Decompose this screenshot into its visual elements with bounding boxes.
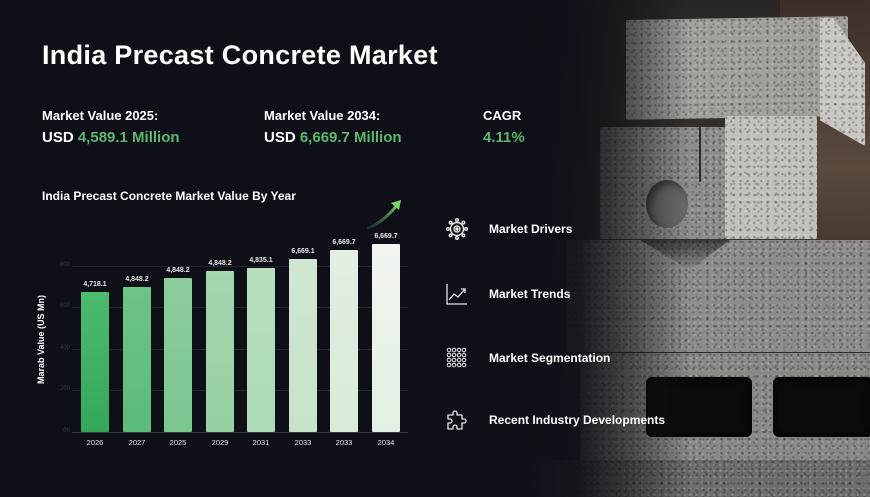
stat-value: 4,589.1 Million (77, 129, 180, 146)
y-axis-label: Marab Value (US Mn) (36, 294, 46, 384)
bar-value-label: 4,848.2 (208, 260, 232, 267)
stat-value: 6,669.7 Million (299, 129, 402, 146)
stat-prefix: USD (264, 129, 296, 146)
concrete-blocks-photo (520, 0, 870, 497)
menu-item-market-segmentation[interactable]: Market Segmentation (444, 345, 610, 371)
trend-arrow-icon (366, 200, 401, 230)
bar-value-label: 6,669.1 (291, 248, 315, 255)
x-tick-label: 2034 (377, 438, 395, 447)
trend-chart-icon (444, 281, 470, 307)
stat-label: CAGR (483, 108, 522, 123)
chart-title: India Precast Concrete Market Value By Y… (42, 189, 296, 203)
bar-value-label: 4,848.2 (125, 276, 149, 283)
x-tick-label: 2031 (252, 438, 270, 447)
bar-value-label: 4,848.2 (166, 267, 190, 274)
bar-2033a (289, 259, 317, 432)
bar-2034 (372, 244, 400, 432)
stat-market-value-2034: Market Value 2034: USD 6,669.7 Million (264, 108, 402, 146)
menu-item-label: Market Segmentation (489, 351, 611, 365)
x-tick-label: 2027 (128, 438, 146, 447)
stat-label: Market Value 2034: (264, 108, 381, 123)
bar-value-label: 4,835.1 (249, 257, 273, 264)
gridline (72, 307, 408, 308)
bar-2027 (123, 287, 151, 432)
bar-value-label: 6,669.7 (374, 233, 398, 240)
bar-2029 (206, 271, 234, 432)
y-tick: 800 (59, 262, 70, 268)
y-tick: 400 (59, 345, 70, 351)
stat-value: 4.11% (483, 129, 525, 146)
puzzle-icon (444, 407, 470, 433)
gear-icon (444, 216, 470, 242)
y-tick: 600 (59, 303, 70, 309)
bar-2026 (81, 292, 109, 432)
stat-label: Market Value 2025: (42, 108, 159, 123)
bar-value-label: 4,718.1 (83, 281, 107, 288)
bar-value-label: 6,669.7 (332, 239, 356, 246)
bar-2033b (330, 250, 358, 432)
menu-item-market-trends[interactable]: Market Trends (444, 281, 570, 307)
bar-chart: Marab Value (US Mn) 800 600 400 200 00 4… (0, 0, 430, 497)
bar-2031 (247, 268, 275, 432)
gridline (72, 266, 408, 267)
x-tick-label: 2026 (86, 438, 104, 447)
x-tick-label: 2033 (294, 438, 312, 447)
y-tick: 200 (59, 386, 70, 392)
stat-prefix: USD (42, 129, 74, 146)
menu-item-label: Market Drivers (489, 222, 573, 236)
bar-2025 (164, 278, 192, 432)
x-tick-label: 2025 (169, 438, 187, 447)
menu-item-market-drivers[interactable]: Market Drivers (444, 216, 572, 242)
gridline (72, 349, 408, 350)
menu-item-label: Recent Industry Developments (489, 413, 666, 427)
y-tick: 00 (63, 428, 70, 434)
x-tick-label: 2033 (335, 438, 353, 447)
grid-dots-icon (444, 345, 470, 371)
stat-market-value-2025: Market Value 2025: USD 4,589.1 Million (42, 108, 180, 146)
x-tick-label: 2029 (211, 438, 229, 447)
gridline (72, 390, 408, 391)
page-title: India Precast Concrete Market (42, 40, 438, 70)
x-axis-line (72, 432, 408, 433)
stat-cagr: CAGR 4.11% (483, 108, 525, 146)
menu-item-label: Market Trends (489, 287, 571, 301)
menu-item-recent-industry-developments[interactable]: Recent Industry Developments (444, 407, 665, 433)
